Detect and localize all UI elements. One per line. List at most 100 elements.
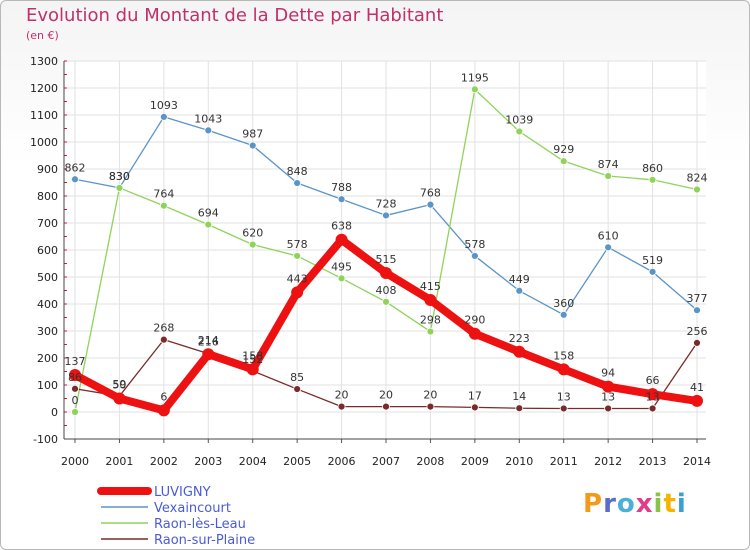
data-label: 1039 [505,113,533,126]
data-point [515,286,524,295]
data-label: 1195 [461,71,489,84]
chart-subtitle: (en €) [26,29,59,42]
data-point [71,384,79,393]
data-point [468,327,481,340]
data-label: 59 [112,378,126,391]
logo-letter: i [653,489,664,519]
data-point [515,127,524,136]
data-point [693,338,701,347]
data-label: 13 [601,390,615,403]
data-point [515,404,524,413]
data-label: 377 [687,292,708,305]
data-point [691,394,703,407]
y-tick-label: 1000 [30,136,58,149]
data-point [159,112,168,121]
data-point [71,408,79,416]
data-label: 86 [68,371,82,384]
data-point [559,157,568,166]
data-point [202,348,215,361]
data-label: 158 [553,349,574,362]
y-tick-label: 1200 [30,82,58,95]
data-point [559,310,568,319]
x-tick-label: 2010 [505,455,533,468]
data-label: 94 [601,367,615,380]
data-point [426,200,435,209]
data-labels: 8628301093104398784878872876857844936061… [65,71,708,407]
data-label: 764 [153,188,174,201]
logo-letter: x [635,489,654,519]
data-label: 495 [331,260,352,273]
data-label: 214 [198,334,219,347]
data-point [426,327,435,336]
data-label: 862 [65,161,86,174]
data-label: 298 [420,314,441,327]
proxiti-logo: Proxiti [583,489,687,519]
data-label: 6 [160,390,167,403]
data-label: 830 [109,170,130,183]
data-label: 20 [423,389,437,402]
data-point [246,363,259,376]
y-tick-label: -100 [33,433,58,446]
data-point [470,85,479,94]
data-label: 85 [290,371,304,384]
data-label: 137 [65,355,86,368]
data-point [293,179,302,187]
legend-label: Raon-lès-Leau [154,517,246,532]
data-label: 449 [509,273,530,286]
data-point [337,274,346,283]
data-point [646,388,659,401]
data-point [604,243,613,252]
data-label: 41 [690,381,704,394]
data-label: 223 [509,332,530,345]
data-point [693,306,701,315]
legend: LUVIGNYVexaincourtRaon-lès-LeauRaon-sur-… [97,485,255,548]
data-label: 216 [198,336,219,349]
data-label: 515 [376,253,397,266]
x-tick-label: 2008 [416,455,444,468]
data-point [470,252,479,260]
data-label: 443 [287,272,308,285]
series-layer [69,85,703,417]
data-point [204,220,213,229]
y-tick-label: 900 [37,163,58,176]
data-point [335,233,348,246]
data-label: 20 [379,389,393,402]
data-point [470,403,479,412]
x-tick-label: 2004 [239,455,267,468]
data-label: 66 [646,374,660,387]
data-label: 13 [557,390,571,403]
data-point [159,201,168,210]
grid [64,60,706,440]
data-label: 874 [598,158,619,171]
y-tick-label: 100 [37,379,58,392]
data-point [426,402,435,411]
data-point [113,392,126,405]
data-label: 610 [598,229,619,242]
data-point [559,404,568,413]
series-raon-l-s-leau [71,85,701,416]
data-label: 728 [376,197,397,210]
data-point [648,175,657,184]
data-label: 848 [287,165,308,178]
data-point [159,335,168,344]
data-label: 578 [287,238,308,251]
data-point [293,385,302,393]
data-label: 13 [646,390,660,403]
data-point [513,345,526,358]
chart-title: Evolution du Montant de la Dette par Hab… [26,5,444,26]
x-tick-label: 2001 [105,455,133,468]
data-point [602,380,615,393]
data-label: 620 [242,227,263,240]
y-tick-label: 600 [37,244,58,257]
data-label: 1043 [194,112,222,125]
data-label: 290 [464,314,485,327]
data-label: 830 [109,170,130,183]
data-label: 1093 [150,99,178,112]
legend-label: Vexaincourt [154,501,231,516]
data-label: 152 [242,353,263,366]
data-point [157,404,170,417]
data-point [337,195,346,204]
y-tick-label: 1300 [30,55,58,68]
data-label: 519 [642,254,663,267]
